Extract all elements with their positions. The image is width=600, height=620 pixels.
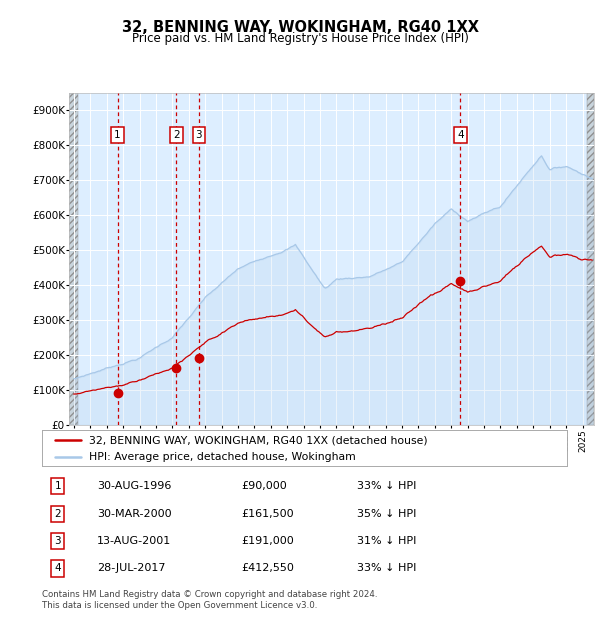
- Text: £161,500: £161,500: [241, 508, 294, 519]
- Text: 1: 1: [114, 130, 121, 140]
- Text: 33% ↓ HPI: 33% ↓ HPI: [357, 564, 416, 574]
- Text: HPI: Average price, detached house, Wokingham: HPI: Average price, detached house, Woki…: [89, 452, 356, 463]
- Text: 33% ↓ HPI: 33% ↓ HPI: [357, 481, 416, 491]
- Text: 32, BENNING WAY, WOKINGHAM, RG40 1XX: 32, BENNING WAY, WOKINGHAM, RG40 1XX: [121, 20, 479, 35]
- Text: £412,550: £412,550: [241, 564, 295, 574]
- Text: 3: 3: [196, 130, 202, 140]
- Text: 2: 2: [173, 130, 179, 140]
- Text: 35% ↓ HPI: 35% ↓ HPI: [357, 508, 416, 519]
- Text: 3: 3: [55, 536, 61, 546]
- Text: 30-AUG-1996: 30-AUG-1996: [97, 481, 172, 491]
- Text: £90,000: £90,000: [241, 481, 287, 491]
- Text: 30-MAR-2000: 30-MAR-2000: [97, 508, 172, 519]
- Text: Price paid vs. HM Land Registry's House Price Index (HPI): Price paid vs. HM Land Registry's House …: [131, 32, 469, 45]
- Text: Contains HM Land Registry data © Crown copyright and database right 2024.
This d: Contains HM Land Registry data © Crown c…: [42, 590, 377, 609]
- Text: 28-JUL-2017: 28-JUL-2017: [97, 564, 166, 574]
- Text: 13-AUG-2001: 13-AUG-2001: [97, 536, 172, 546]
- Text: 1: 1: [55, 481, 61, 491]
- Text: 32, BENNING WAY, WOKINGHAM, RG40 1XX (detached house): 32, BENNING WAY, WOKINGHAM, RG40 1XX (de…: [89, 435, 428, 445]
- Text: 4: 4: [55, 564, 61, 574]
- Text: 31% ↓ HPI: 31% ↓ HPI: [357, 536, 416, 546]
- Text: £191,000: £191,000: [241, 536, 294, 546]
- Text: 2: 2: [55, 508, 61, 519]
- Text: 4: 4: [457, 130, 464, 140]
